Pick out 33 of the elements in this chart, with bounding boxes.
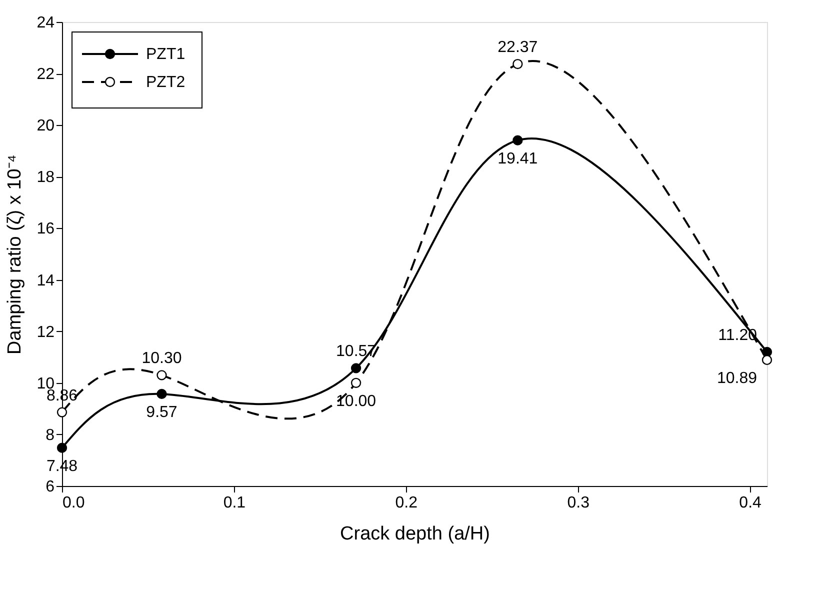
point bbox=[56, 442, 68, 453]
point bbox=[350, 363, 362, 374]
y-tick-label: 22 bbox=[36, 66, 55, 84]
y-tick-label: 18 bbox=[36, 169, 55, 186]
point bbox=[762, 354, 772, 366]
data-label: 10.00 bbox=[336, 392, 376, 410]
data-label: 19.41 bbox=[498, 150, 538, 168]
legend-label: PZT1 bbox=[146, 46, 186, 63]
x-tick-label: 0.3 bbox=[567, 494, 590, 512]
x-tick-label: 0.4 bbox=[739, 494, 762, 512]
y-tick-label: 6 bbox=[46, 478, 55, 496]
point bbox=[156, 370, 167, 380]
legend-label: PZT2 bbox=[146, 74, 186, 91]
point bbox=[56, 407, 68, 418]
point bbox=[512, 58, 523, 70]
point bbox=[156, 388, 167, 400]
y-tick-label: 24 bbox=[36, 14, 55, 32]
x-tick-label: 0.0 bbox=[62, 494, 85, 512]
point bbox=[350, 378, 362, 388]
y-tick-label: 20 bbox=[36, 118, 55, 135]
y-tick-label: 12 bbox=[36, 324, 55, 341]
y-tick-label: 8 bbox=[46, 426, 55, 444]
point bbox=[512, 135, 523, 146]
x-tick-label: 0.1 bbox=[223, 494, 246, 512]
x-axis-title: Crack depth (a/H) bbox=[340, 524, 490, 544]
y-axis-title: Damping ratio (ζ) x 10⁻⁴ bbox=[4, 154, 26, 354]
data-label: 22.37 bbox=[498, 39, 538, 56]
data-label: 9.57 bbox=[146, 404, 178, 421]
data-label: 10.30 bbox=[142, 350, 182, 368]
y-tick-label: 14 bbox=[36, 272, 55, 290]
y-tick-label: 16 bbox=[36, 220, 55, 238]
data-label: 10.89 bbox=[716, 370, 758, 387]
x-tick-label: 0.2 bbox=[395, 494, 418, 512]
